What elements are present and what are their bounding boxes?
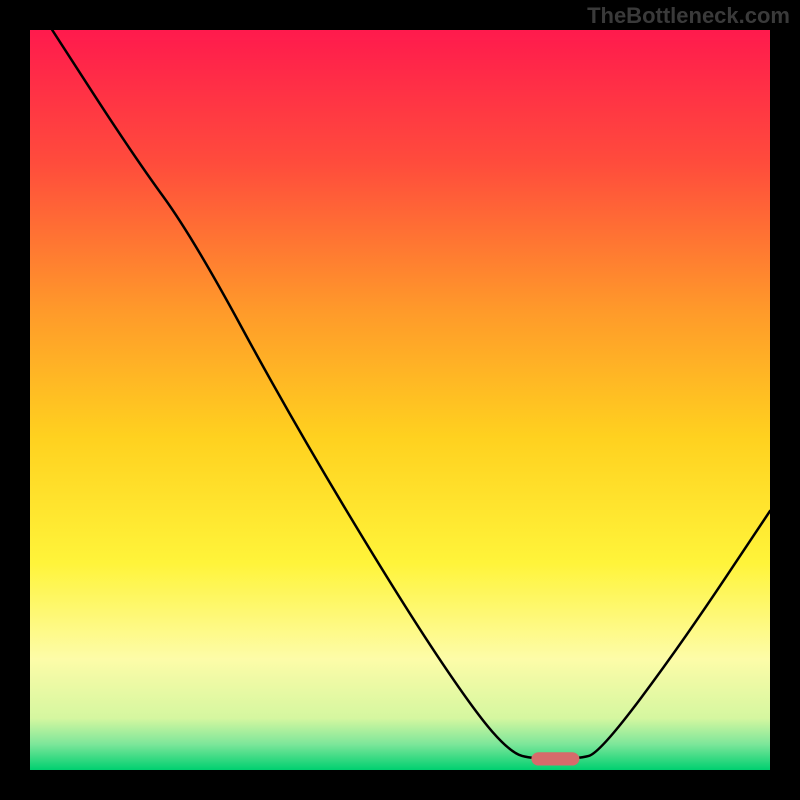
canvas: TheBottleneck.com (0, 0, 800, 800)
chart-background (30, 30, 770, 770)
chart-svg (30, 30, 770, 770)
optimum-marker (531, 752, 579, 765)
plot-area (30, 30, 770, 770)
watermark-text: TheBottleneck.com (587, 3, 790, 29)
